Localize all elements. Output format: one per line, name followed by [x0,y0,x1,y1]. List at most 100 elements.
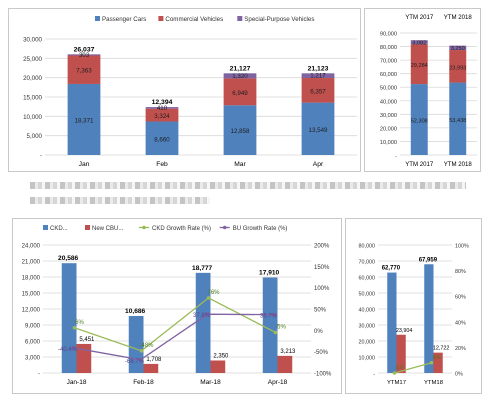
panel-vehicle-sales-monthly: - 5,000 10,000 15,000 20,000 25,000 30,000 18,3… [8,8,361,172]
growth-label: -5% [275,324,286,330]
growth-label: -40.4% [58,347,78,353]
growth-point [72,325,77,330]
y-tick-label: 10,000 [359,356,376,362]
bar-value-label: 2,350 [213,353,229,359]
y-tick-label: 60,000 [359,276,376,282]
y-tick-label: 10,000 [23,114,42,121]
bar-segment [67,54,101,56]
x-tick-label: Mar-18 [200,379,221,386]
bar-value-label: 3,213 [280,349,296,355]
bar [195,272,211,373]
bar-segment [410,40,428,45]
y-tick-label: - [38,372,40,378]
y2-tick-label: 50% [314,308,327,314]
data-label: 52,308 [411,119,428,125]
bar [433,352,443,373]
y2-tick-label: -50% [314,350,329,356]
y-tick-label: 15,000 [23,95,42,102]
y-tick-label: 20,000 [23,75,42,82]
legend-label: Commercial Vehicles [165,16,223,23]
growth-line [74,297,276,352]
total-label: 26,037 [74,46,95,53]
y-tick-label: 80,000 [380,45,397,51]
y2-tick-label: 200% [314,244,330,250]
x-tick-label: Jan-18 [67,379,87,386]
legend-label: New CBU... [92,226,124,232]
bar-segment [301,78,335,103]
y-tick-label: 20,000 [380,126,397,132]
y-tick-label: 5,000 [27,133,43,140]
y-tick-label: - [395,154,397,160]
data-label: 12,858 [231,128,250,135]
bar-segment [67,83,101,155]
panel-ckd-cbu-ytm: - 10,000 20,000 30,000 40,000 50,000 60,000 70,… [345,218,482,394]
growth-point [139,349,144,353]
growth-point [205,312,210,317]
legend-label: BU Growth Rate (%) [233,226,288,232]
x-tick-label: Mar [234,161,246,168]
legend-marker [222,225,227,230]
bar-value-label: 18,777 [192,265,213,272]
y-tick-label: 70,000 [359,260,376,266]
growth-point [138,357,143,362]
bar [396,334,406,373]
bar-value-label: 12,722 [433,346,450,352]
x-tick-label: Feb [156,161,168,168]
data-label: 7,363 [76,68,92,75]
y-tick-label: 50,000 [359,292,376,298]
data-label: 13,549 [309,127,328,134]
x-tick-label: Apr-18 [268,379,288,386]
data-label: 23,993 [449,65,466,71]
growth-line [73,313,275,361]
legend-swatch [43,225,48,230]
y-tick-label: 24,000 [22,244,41,250]
bar [143,363,159,373]
legend-label: CKD Growth Rate (%) [152,226,211,232]
x-tick-label: YTM 2017 [405,161,434,168]
bar [210,360,226,373]
y-tick-label: 50,000 [380,86,397,92]
y-tick-label: 60,000 [380,72,397,78]
legend-swatch [95,16,100,21]
column-header: YTM 2018 [444,14,473,21]
bar [76,343,92,373]
y-tick-label: 25,000 [23,56,42,63]
legend-label: CKD... [50,226,68,232]
y2-tick-label: 20% [455,346,466,352]
bar-segment [410,84,428,155]
bar-value-label: 20,586 [58,255,79,262]
y-tick-label: 15,000 [22,292,41,298]
chart-ckd-cbu-ytm: - 10,000 20,000 30,000 40,000 50,000 60,000 70,… [359,244,469,387]
y2-tick-label: 100% [455,244,469,250]
growth-label: 36.7% [260,314,278,320]
growth-point [206,296,211,300]
data-label: 410 [157,105,168,112]
total-label: 21,123 [308,65,329,72]
growth-point [71,346,76,350]
bar-value-label: 62,770 [382,266,401,272]
growth-label: -48% [139,343,154,349]
bar-value-label: 10,686 [125,308,146,315]
y-tick-label: 40,000 [359,308,376,314]
growth-label: 76% [207,290,220,296]
bar [277,355,293,373]
blurred-text-line-1 [30,182,466,189]
y-tick-label: 90,000 [380,32,397,38]
data-label: 1,217 [310,73,326,80]
bar-segment [301,102,335,155]
y-tick-label: 30,000 [23,37,42,44]
panel-ckd-cbu-monthly: - 3,000 6,000 9,000 12,000 15,000 18,000 21,000… [12,218,342,394]
x-tick-label: YTM17 [387,380,406,386]
growth-point [429,360,434,365]
data-label: 18,371 [75,117,94,124]
y2-tick-label: 60% [455,295,466,301]
legend-swatch [85,225,90,230]
y-tick-label: 30,000 [380,113,397,119]
y-tick-label: 21,000 [22,260,41,266]
bar-value-label: 23,904 [396,328,413,334]
y2-tick-label: -100% [314,372,332,378]
data-label: 3,324 [154,113,170,120]
growth-label: 6% [75,320,84,326]
bar-value-label: 67,959 [419,257,438,263]
panel-vehicle-sales-ytm: - 10,000 20,000 30,000 40,000 50,000 60,000 70,… [364,8,481,172]
